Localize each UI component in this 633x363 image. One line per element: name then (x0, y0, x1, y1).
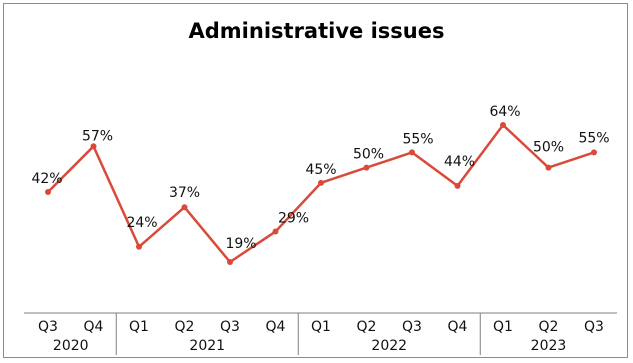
x-tick-label: Q3 (220, 319, 240, 335)
x-tick-label: Q4 (266, 319, 286, 335)
data-point (409, 149, 415, 156)
data-point (181, 204, 188, 211)
x-tick-label: Q2 (175, 319, 195, 335)
data-point (454, 182, 461, 189)
data-point (90, 143, 97, 150)
data-label: 24% (126, 215, 157, 231)
x-tick-label: Q2 (539, 319, 559, 335)
data-label: 37% (169, 185, 200, 201)
data-point (500, 122, 506, 128)
data-label: 57% (82, 128, 113, 144)
data-label: 44% (444, 154, 475, 170)
x-tick-label: Q3 (402, 319, 422, 335)
data-label: 55% (402, 131, 433, 147)
data-point (136, 243, 142, 250)
data-point (227, 259, 233, 265)
x-tick-label: Q2 (357, 319, 377, 335)
data-label: 64% (489, 104, 520, 120)
data-label: 29% (278, 211, 309, 227)
series-line (47, 123, 595, 264)
x-year-label: 2023 (531, 338, 567, 354)
chart-frame (3, 3, 628, 358)
data-label: 19% (225, 236, 256, 252)
x-tick-label: Q4 (84, 319, 104, 335)
data-point (363, 164, 370, 171)
data-point (591, 149, 597, 156)
x-year-label: 2022 (371, 338, 407, 354)
data-point (318, 179, 324, 186)
data-point (45, 188, 51, 195)
x-tick-label: Q4 (448, 319, 468, 335)
x-tick-label: Q3 (38, 319, 58, 335)
data-point (545, 164, 552, 171)
x-tick-label: Q1 (311, 319, 331, 335)
data-label: 50% (353, 147, 384, 163)
x-year-label: 2021 (189, 338, 225, 354)
x-tick-label: Q3 (584, 319, 604, 335)
data-label: 50% (533, 140, 564, 156)
data-label: 42% (31, 171, 62, 187)
x-year-label: 2020 (53, 338, 89, 354)
x-tick-label: Q1 (129, 319, 149, 335)
data-label: 55% (578, 130, 609, 146)
x-tick-label: Q1 (493, 319, 513, 335)
data-point (272, 228, 279, 235)
chart-title: Administrative issues (188, 19, 445, 43)
data-label: 45% (305, 162, 336, 178)
